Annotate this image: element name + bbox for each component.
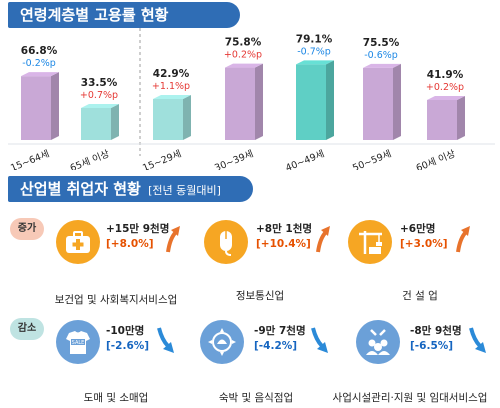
value-label-5: 75.5% xyxy=(363,37,400,49)
bar-top-0 xyxy=(21,72,59,77)
bar-top-5 xyxy=(363,63,401,68)
decrease-arrow-icon xyxy=(469,327,486,353)
bar-2 xyxy=(153,99,183,140)
category-label-2: 15~29세 xyxy=(141,149,183,170)
decrease-arrow-icon xyxy=(311,327,328,353)
hotel-service-icon xyxy=(200,320,244,364)
ict-change: +8만 1천명 [+10.4%] xyxy=(256,222,312,252)
value-label-4: 79.1% xyxy=(296,33,333,45)
employment-rate-title-text: 연령계층별 고용률 현황 xyxy=(20,6,169,24)
retail-change-pct: [-2.6%] xyxy=(106,340,150,352)
retail-change-count: -10만명 xyxy=(106,325,145,337)
change-label-1: +0.7%p xyxy=(80,90,118,101)
medical-kit-icon xyxy=(56,220,100,264)
health-industry-name: 보건업 및 사회복지서비스업 xyxy=(54,294,178,306)
health-change: +15만 9천명 [+8.0%] xyxy=(106,222,169,252)
construction-crane-icon xyxy=(348,220,392,264)
bar-side-3 xyxy=(255,63,263,140)
increase-arrow-icon xyxy=(316,226,330,253)
value-label-0: 66.8% xyxy=(21,45,58,57)
category-label-6: 60세 이상 xyxy=(415,148,458,170)
industry-employment-subtitle: [전년 동월대비] xyxy=(148,184,221,197)
bar-top-4 xyxy=(296,60,334,65)
category-label-1: 65세 이상 xyxy=(69,148,112,170)
ict-change-count: +8만 1천명 xyxy=(256,223,313,235)
business-service-industry-name: 사업시설관리·지원 및 임대서비스업 xyxy=(332,392,488,404)
construction-change-pct: [+3.0%] xyxy=(400,238,448,250)
bar-top-2 xyxy=(153,95,191,100)
bar-5 xyxy=(363,67,393,140)
bar-side-5 xyxy=(393,63,401,140)
category-label-0: 15~64세 xyxy=(9,149,51,170)
health-change-pct: [+8.0%] xyxy=(106,238,154,250)
lodging-change: -9만 7천명 [-4.2%] xyxy=(254,324,306,354)
change-label-2: +1.1%p xyxy=(152,81,190,92)
increase-label: 증가 xyxy=(10,218,44,240)
lodging-change-pct: [-4.2%] xyxy=(254,340,298,352)
bar-0 xyxy=(21,76,51,140)
lodging-change-count: -9만 7천명 xyxy=(254,325,306,337)
decrease-label: 감소 xyxy=(10,318,44,340)
bar-side-1 xyxy=(111,103,119,140)
change-label-0: -0.2%p xyxy=(22,58,56,69)
business-service-change: -8만 9천명 [-6.5%] xyxy=(410,324,462,354)
construction-change-count: +6만명 xyxy=(400,223,436,235)
bar-side-2 xyxy=(183,95,191,140)
employment-rate-title: 연령계층별 고용률 현황 xyxy=(8,2,240,28)
bar-top-6 xyxy=(427,95,465,100)
bar-4 xyxy=(296,64,326,140)
bar-top-3 xyxy=(225,63,263,68)
ict-industry-name: 정보통신업 xyxy=(235,290,285,302)
bar-1 xyxy=(81,107,111,140)
construction-industry-name: 건 설 업 xyxy=(402,290,438,302)
industry-employment-title: 산업별 취업자 현황 [전년 동월대비] xyxy=(8,176,253,202)
bar-3 xyxy=(225,67,255,140)
value-label-3: 75.8% xyxy=(225,37,262,49)
mouse-pointer-icon xyxy=(204,220,248,264)
bar-side-4 xyxy=(326,60,334,140)
bar-top-1 xyxy=(81,103,119,108)
industry-employment-title-text: 산업별 취업자 현황 xyxy=(20,180,141,198)
category-label-3: 30~39세 xyxy=(213,149,255,170)
construction-change: +6만명 [+3.0%] xyxy=(400,222,448,252)
bar-6 xyxy=(427,99,457,140)
category-label-5: 50~59세 xyxy=(351,149,393,170)
sale-shirt-icon: SALE xyxy=(56,320,100,364)
bar-side-6 xyxy=(457,95,465,140)
sale-tag-text: SALE xyxy=(72,340,85,346)
business-service-change-count: -8만 9천명 xyxy=(410,325,462,337)
increase-arrow-icon xyxy=(456,226,470,253)
retail-change: -10만명 [-2.6%] xyxy=(106,324,149,354)
health-change-count: +15만 9천명 xyxy=(106,223,170,235)
people-tools-icon xyxy=(356,320,400,364)
value-label-6: 41.9% xyxy=(427,69,464,81)
increase-arrow-icon xyxy=(166,226,180,253)
change-label-4: -0.7%p xyxy=(297,46,331,57)
retail-industry-name: 도매 및 소매업 xyxy=(83,392,149,404)
decrease-arrow-icon xyxy=(157,327,174,353)
change-label-6: +0.2%p xyxy=(426,82,464,93)
change-label-5: -0.6%p xyxy=(364,50,398,61)
category-label-4: 40~49세 xyxy=(284,149,326,170)
change-label-3: +0.2%p xyxy=(224,50,262,61)
bar-side-0 xyxy=(51,72,59,140)
value-label-2: 42.9% xyxy=(153,68,190,80)
value-label-1: 33.5% xyxy=(81,77,118,89)
ict-change-pct: [+10.4%] xyxy=(256,238,311,250)
lodging-industry-name: 숙박 및 음식점업 xyxy=(218,392,294,404)
business-service-change-pct: [-6.5%] xyxy=(410,340,454,352)
